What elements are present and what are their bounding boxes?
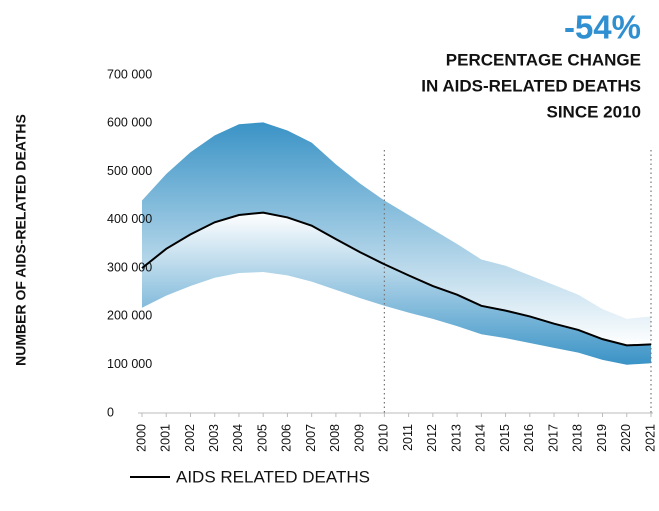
y-tick-label: 500 000 bbox=[107, 164, 152, 178]
line bbox=[141, 211, 652, 347]
y-tick-label: 300 000 bbox=[107, 260, 152, 274]
y-tick-label: 100 000 bbox=[107, 357, 152, 371]
band-lower bbox=[142, 212, 651, 365]
x-tick-label: 2018 bbox=[571, 424, 585, 452]
x-tick-label: 2017 bbox=[546, 424, 560, 452]
x-tick-label: 2015 bbox=[498, 424, 512, 452]
x-tick-label: 2001 bbox=[159, 424, 173, 452]
x-tick-label: 2004 bbox=[231, 424, 245, 452]
y-tick-label: 600 000 bbox=[107, 116, 152, 130]
x-tick-label: 2020 bbox=[619, 424, 633, 452]
x-tick-label: 2008 bbox=[328, 424, 342, 452]
x-tick-label: 2021 bbox=[643, 424, 657, 452]
y-tick-label: 400 000 bbox=[107, 212, 152, 226]
band-upper bbox=[142, 122, 651, 346]
x-tick-label: 2007 bbox=[304, 424, 318, 452]
annotation-text: IN AIDS-RELATED DEATHS bbox=[421, 76, 641, 95]
x-tick-label: 2016 bbox=[522, 424, 536, 452]
annotation-text: SINCE 2010 bbox=[547, 102, 642, 121]
legend-label: AIDS RELATED DEATHS bbox=[176, 467, 370, 486]
y-axis-label: NUMBER OF AIDS-RELATED DEATHS bbox=[13, 114, 29, 366]
x-tick-label: 2009 bbox=[352, 424, 366, 452]
x-tick-label: 2012 bbox=[425, 424, 439, 452]
x-tick-label: 2011 bbox=[401, 424, 415, 451]
x-tick-label: 2014 bbox=[474, 424, 488, 452]
y-tick-label: 0 bbox=[107, 405, 114, 419]
y-tick-label: 700 000 bbox=[107, 67, 152, 81]
annotation-text: PERCENTAGE CHANGE bbox=[446, 50, 641, 69]
x-tick-label: 2010 bbox=[377, 424, 391, 452]
x-tick-label: 2005 bbox=[255, 424, 269, 452]
x-tick-label: 2003 bbox=[207, 424, 221, 452]
x-tick-label: 2019 bbox=[595, 424, 609, 452]
x-tick-label: 2013 bbox=[449, 424, 463, 452]
annotation-value: -54% bbox=[564, 9, 641, 46]
x-tick-label: 2000 bbox=[134, 424, 148, 452]
y-tick-label: 200 000 bbox=[107, 309, 152, 323]
x-tick-label: 2006 bbox=[280, 424, 294, 452]
x-tick-label: 2002 bbox=[183, 424, 197, 452]
